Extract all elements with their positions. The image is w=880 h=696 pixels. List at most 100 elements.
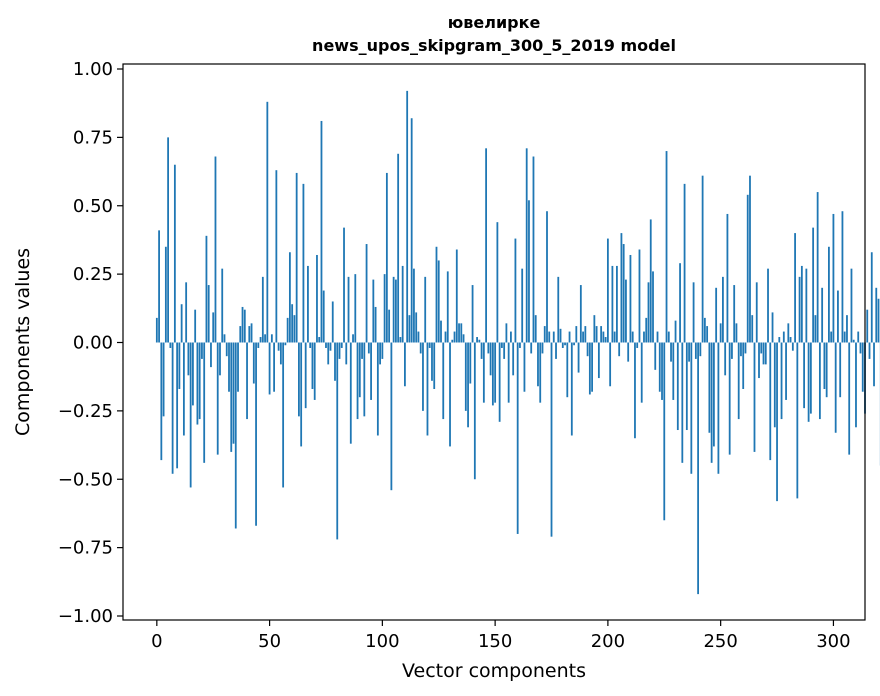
bar-312 xyxy=(859,342,862,354)
bar-303 xyxy=(839,342,842,398)
bar-11 xyxy=(180,304,183,343)
bar-270 xyxy=(764,342,767,365)
bar-33 xyxy=(230,342,233,452)
bar-155 xyxy=(505,323,508,343)
bar-212 xyxy=(634,342,636,439)
bar-102 xyxy=(385,172,388,343)
bar-84 xyxy=(345,342,348,365)
bar-197 xyxy=(600,326,603,343)
bar-259 xyxy=(740,342,742,357)
bar-271 xyxy=(767,268,769,343)
bar-235 xyxy=(685,342,688,431)
bar-288 xyxy=(805,268,808,343)
bar-173 xyxy=(546,211,548,343)
bar-183 xyxy=(568,331,571,343)
bar-31 xyxy=(225,342,228,357)
bar-4 xyxy=(164,246,167,343)
bar-65 xyxy=(302,183,305,343)
bar-251 xyxy=(722,276,724,343)
bar-290 xyxy=(809,342,812,414)
chart-title: ювелирке xyxy=(448,13,541,32)
bar-260 xyxy=(742,342,745,389)
bar-99 xyxy=(379,342,381,365)
bar-160 xyxy=(516,342,519,534)
bar-298 xyxy=(828,246,830,343)
x-axis-label: Vector components xyxy=(402,660,586,682)
bar-58 xyxy=(286,317,289,343)
bar-157 xyxy=(510,331,512,343)
bar-295 xyxy=(821,287,824,343)
bar-132 xyxy=(453,331,456,343)
bar-193 xyxy=(591,342,593,392)
bar-302 xyxy=(837,290,839,343)
bar-52 xyxy=(273,342,275,392)
bar-137 xyxy=(464,342,467,411)
bar-54 xyxy=(277,342,280,351)
bar-196 xyxy=(597,342,600,379)
bar-24 xyxy=(210,342,212,368)
bar-92 xyxy=(363,342,366,417)
bar-188 xyxy=(579,285,582,343)
bar-62 xyxy=(295,172,298,343)
bar-17 xyxy=(194,309,197,343)
bar-57 xyxy=(284,342,287,346)
bar-275 xyxy=(776,342,778,502)
bar-27 xyxy=(216,342,219,455)
bar-94 xyxy=(367,342,370,354)
chart-subtitle: news_upos_skipgram_300_5_2019 model xyxy=(312,36,676,55)
bar-158 xyxy=(512,342,515,376)
bar-227 xyxy=(667,331,670,343)
bar-272 xyxy=(769,342,772,461)
bar-206 xyxy=(620,233,623,343)
bar-229 xyxy=(672,342,675,400)
bar-138 xyxy=(467,342,469,428)
bar-320 xyxy=(877,298,880,343)
bar-103 xyxy=(388,309,391,343)
bar-174 xyxy=(548,331,551,343)
bar-199 xyxy=(604,337,607,343)
bar-195 xyxy=(595,326,598,343)
bar-185 xyxy=(573,342,575,346)
bar-201 xyxy=(609,342,612,387)
bar-70 xyxy=(313,342,316,400)
bar-13 xyxy=(185,282,188,343)
bar-107 xyxy=(397,153,400,343)
bar-311 xyxy=(857,331,860,343)
bar-263 xyxy=(749,175,751,343)
bar-175 xyxy=(550,342,553,537)
bar-122 xyxy=(431,342,433,381)
bar-128 xyxy=(444,331,447,343)
bar-159 xyxy=(514,238,517,343)
bar-284 xyxy=(796,342,799,499)
bar-139 xyxy=(469,342,472,384)
bar-170 xyxy=(539,342,542,403)
bar-168 xyxy=(534,315,537,343)
bar-217 xyxy=(645,317,648,343)
bar-113 xyxy=(410,118,413,343)
bar-53 xyxy=(275,170,278,343)
bar-61 xyxy=(293,315,296,343)
bar-86 xyxy=(349,342,352,444)
bar-76 xyxy=(327,342,330,365)
bar-293 xyxy=(816,192,819,343)
bar-1 xyxy=(158,230,160,343)
bar-250 xyxy=(719,323,722,343)
bar-45 xyxy=(257,342,260,348)
bar-262 xyxy=(746,194,749,343)
bar-231 xyxy=(676,342,679,431)
bar-38 xyxy=(241,306,244,343)
bar-280 xyxy=(787,323,790,343)
bar-237 xyxy=(690,342,693,474)
bar-177 xyxy=(555,342,557,359)
bar-60 xyxy=(291,304,294,343)
bar-39 xyxy=(243,309,246,343)
bar-121 xyxy=(428,342,431,348)
bar-316 xyxy=(868,342,871,359)
bar-66 xyxy=(304,342,307,409)
bar-238 xyxy=(692,282,695,343)
bar-307 xyxy=(848,342,851,455)
bar-9 xyxy=(176,342,179,469)
bar-241 xyxy=(699,342,702,357)
bar-166 xyxy=(530,342,533,354)
